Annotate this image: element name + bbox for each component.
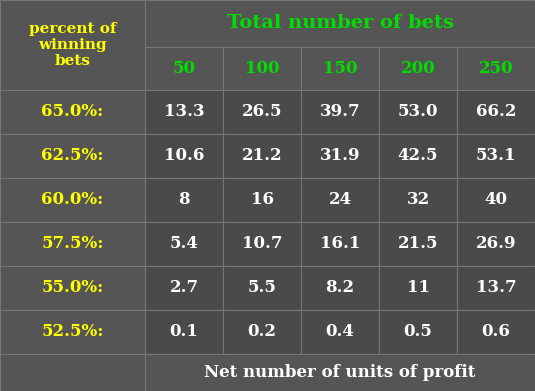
Bar [223,47,301,90]
Text: 11: 11 [407,280,430,296]
Text: 16.1: 16.1 [320,235,360,253]
Text: Total number of bets: Total number of bets [226,14,454,32]
Text: 39.7: 39.7 [320,104,360,120]
Text: 57.5%:: 57.5%: [41,235,104,253]
Bar [0,90,145,134]
Text: 31.9: 31.9 [320,147,360,165]
Text: 66.2: 66.2 [476,104,516,120]
Bar [223,134,301,178]
Text: 250: 250 [479,60,513,77]
Text: 8: 8 [178,192,190,208]
Text: 42.5: 42.5 [398,147,438,165]
Bar [301,134,379,178]
Bar [301,90,379,134]
Bar [301,266,379,310]
Bar [145,266,223,310]
Text: 32: 32 [407,192,430,208]
Bar [457,266,535,310]
Bar [301,310,379,354]
Bar [301,47,379,90]
Bar [223,310,301,354]
Bar [145,0,535,47]
Text: 13.7: 13.7 [476,280,516,296]
Bar [145,134,223,178]
Text: 62.5%:: 62.5%: [41,147,104,165]
Bar [0,310,145,354]
Text: 65.0%:: 65.0%: [41,104,104,120]
Bar [379,134,457,178]
Text: 0.6: 0.6 [482,323,510,341]
Bar [379,90,457,134]
Bar [457,310,535,354]
Bar [145,354,535,391]
Text: 0.5: 0.5 [403,323,432,341]
Text: percent of
winning
bets: percent of winning bets [29,22,116,68]
Text: 26.5: 26.5 [242,104,282,120]
Bar [457,47,535,90]
Text: 100: 100 [244,60,279,77]
Text: Net number of units of profit: Net number of units of profit [204,364,476,381]
Text: 53.0: 53.0 [398,104,438,120]
Text: 21.2: 21.2 [242,147,282,165]
Bar [379,178,457,222]
Bar [223,266,301,310]
Bar [457,90,535,134]
Bar [0,222,145,266]
Text: 200: 200 [401,60,435,77]
Bar [301,178,379,222]
Text: 8.2: 8.2 [325,280,355,296]
Bar [223,178,301,222]
Text: 40: 40 [485,192,508,208]
Bar [379,266,457,310]
Bar [0,0,145,90]
Bar [145,47,223,90]
Bar [145,90,223,134]
Bar [0,178,145,222]
Text: 53.1: 53.1 [476,147,516,165]
Bar [145,178,223,222]
Text: 0.4: 0.4 [326,323,355,341]
Bar [379,47,457,90]
Bar [379,222,457,266]
Text: 26.9: 26.9 [476,235,516,253]
Bar [457,134,535,178]
Bar [301,222,379,266]
Text: 5.5: 5.5 [248,280,277,296]
Text: 5.4: 5.4 [170,235,198,253]
Bar [0,354,145,391]
Text: 24: 24 [328,192,351,208]
Text: 16: 16 [250,192,273,208]
Text: 13.3: 13.3 [164,104,204,120]
Text: 52.5%:: 52.5%: [41,323,104,341]
Bar [145,310,223,354]
Text: 2.7: 2.7 [170,280,198,296]
Bar [145,222,223,266]
Bar [0,134,145,178]
Bar [0,266,145,310]
Text: 50: 50 [172,60,195,77]
Bar [379,310,457,354]
Text: 150: 150 [323,60,357,77]
Text: 10.6: 10.6 [164,147,204,165]
Text: 10.7: 10.7 [242,235,282,253]
Bar [457,222,535,266]
Bar [223,222,301,266]
Text: 0.2: 0.2 [248,323,277,341]
Text: 0.1: 0.1 [170,323,198,341]
Text: 21.5: 21.5 [398,235,438,253]
Bar [223,90,301,134]
Bar [457,178,535,222]
Text: 55.0%:: 55.0%: [41,280,104,296]
Text: 60.0%:: 60.0%: [41,192,104,208]
